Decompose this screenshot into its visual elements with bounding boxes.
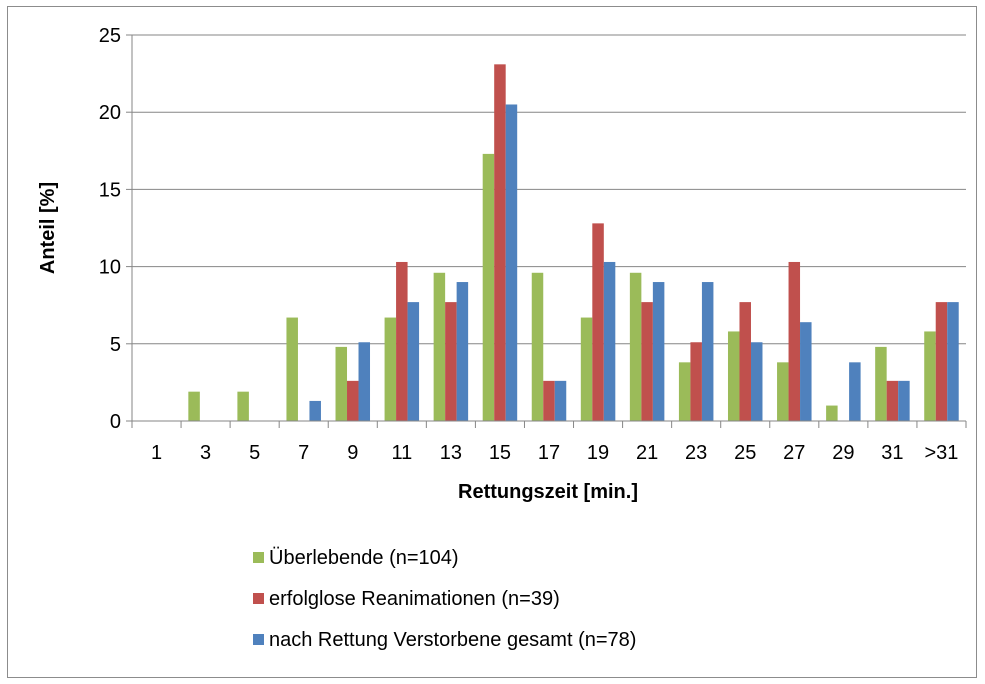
bar — [494, 64, 506, 421]
bar — [554, 380, 567, 421]
bar — [505, 104, 518, 421]
bar — [384, 317, 397, 421]
bar — [396, 261, 408, 421]
x-tick-label: 3 — [200, 442, 211, 464]
y-tick-label: 25 — [99, 25, 121, 47]
bar — [701, 282, 714, 421]
x-tick-label: 23 — [685, 442, 707, 464]
bar — [237, 391, 249, 421]
bar — [543, 380, 555, 421]
bar — [788, 261, 801, 421]
bar — [947, 302, 959, 421]
bar — [456, 282, 469, 421]
bar — [580, 317, 593, 421]
legend: Überlebende (n=104) erfolglose Reanimatio… — [253, 547, 636, 651]
x-tick-label: 21 — [636, 442, 658, 464]
legend-swatch — [253, 593, 264, 604]
bar — [335, 346, 348, 421]
x-tick-label: 29 — [832, 442, 854, 464]
bar — [629, 272, 642, 421]
bar — [603, 261, 616, 421]
bar — [641, 302, 653, 421]
bar — [309, 400, 321, 421]
bar — [935, 302, 948, 421]
bar — [800, 322, 812, 421]
bar — [739, 302, 751, 421]
legend-label: nach Rettung Verstorbene gesamt (n=78) — [269, 629, 636, 651]
bar — [652, 282, 665, 421]
y-tick-label: 10 — [99, 257, 121, 279]
x-tick-label: 17 — [538, 442, 560, 464]
bar — [407, 302, 420, 421]
bar — [690, 342, 702, 421]
bar — [347, 380, 359, 421]
x-axis-title: Rettungszeit [min.] — [458, 481, 638, 503]
gridlines — [132, 34, 966, 345]
bar — [727, 331, 740, 421]
bar — [886, 380, 899, 421]
legend-swatch — [253, 634, 264, 645]
bar — [592, 223, 604, 421]
bar — [433, 272, 446, 421]
y-tick-label: 20 — [99, 102, 121, 124]
x-tick-label: 15 — [489, 442, 511, 464]
bar — [924, 331, 936, 421]
bar — [875, 346, 887, 421]
bar — [286, 317, 298, 421]
x-tick-label: 27 — [783, 442, 805, 464]
bars — [188, 64, 959, 421]
bar — [898, 380, 910, 421]
x-tick-label: 9 — [347, 442, 358, 464]
bar — [445, 302, 457, 421]
bar — [777, 362, 789, 421]
x-tick-label: 19 — [587, 442, 609, 464]
bar — [826, 405, 838, 421]
legend-swatch — [253, 552, 264, 563]
bar — [849, 362, 861, 421]
bar — [750, 342, 763, 421]
bar — [482, 153, 495, 421]
x-tick-label: 5 — [249, 442, 260, 464]
legend-label: erfolglose Reanimationen (n=39) — [269, 588, 560, 610]
legend-label: Überlebende (n=104) — [269, 547, 459, 569]
x-tick-label: >31 — [925, 442, 959, 464]
bar — [531, 272, 544, 421]
x-tick-label: 25 — [734, 442, 756, 464]
bar — [678, 362, 691, 421]
y-tick-label: 5 — [110, 334, 121, 356]
y-tick-label: 15 — [99, 179, 121, 201]
bar — [188, 391, 200, 421]
bar — [358, 342, 371, 421]
x-tick-label: 7 — [298, 442, 309, 464]
x-tick-label: 31 — [881, 442, 903, 464]
x-tick-label: 1 — [151, 442, 162, 464]
y-tick-label: 0 — [110, 411, 121, 433]
x-tick-label: 11 — [391, 442, 412, 464]
y-axis-title: Anteil [%] — [37, 182, 59, 274]
x-tick-label: 13 — [440, 442, 462, 464]
